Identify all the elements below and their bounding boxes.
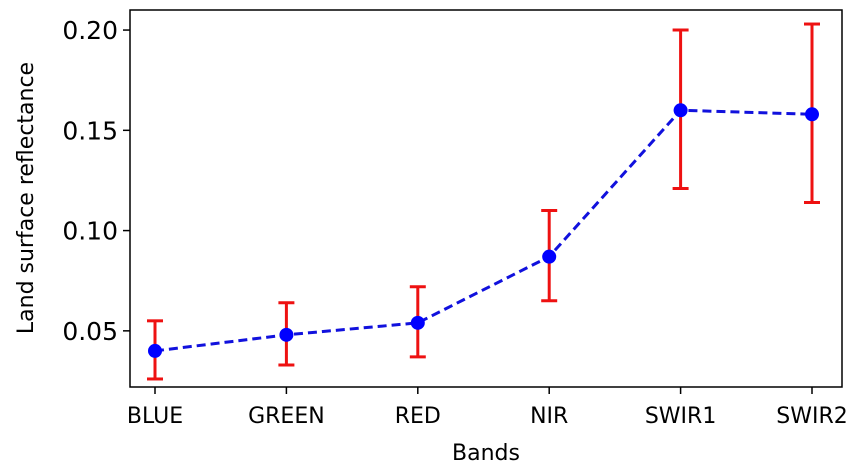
x-tick-label: RED — [395, 404, 441, 429]
y-tick-label: 0.10 — [62, 217, 118, 246]
y-axis: 0.05 0.10 0.15 0.20 — [62, 16, 130, 346]
y-tick-label: 0.20 — [62, 16, 118, 45]
x-tick-label: BLUE — [127, 404, 183, 429]
x-tick-label: SWIR1 — [645, 404, 717, 429]
data-point — [411, 316, 425, 330]
data-point — [279, 328, 293, 342]
data-point — [148, 344, 162, 358]
series-line — [155, 110, 812, 351]
data-point — [805, 107, 819, 121]
data-points — [148, 103, 819, 358]
x-tick-label: NIR — [530, 404, 568, 429]
error-bars — [147, 24, 820, 379]
plot-frame — [130, 10, 842, 387]
y-axis-title: Land surface reflectance — [14, 62, 39, 334]
x-axis: BLUE GREEN RED NIR SWIR1 SWIR2 — [127, 387, 848, 429]
data-point — [674, 103, 688, 117]
y-tick-label: 0.15 — [62, 116, 118, 145]
y-tick-label: 0.05 — [62, 317, 118, 346]
x-tick-label: SWIR2 — [776, 404, 848, 429]
x-tick-label: GREEN — [248, 404, 325, 429]
data-point — [542, 250, 556, 264]
x-axis-title: Bands — [452, 441, 520, 463]
